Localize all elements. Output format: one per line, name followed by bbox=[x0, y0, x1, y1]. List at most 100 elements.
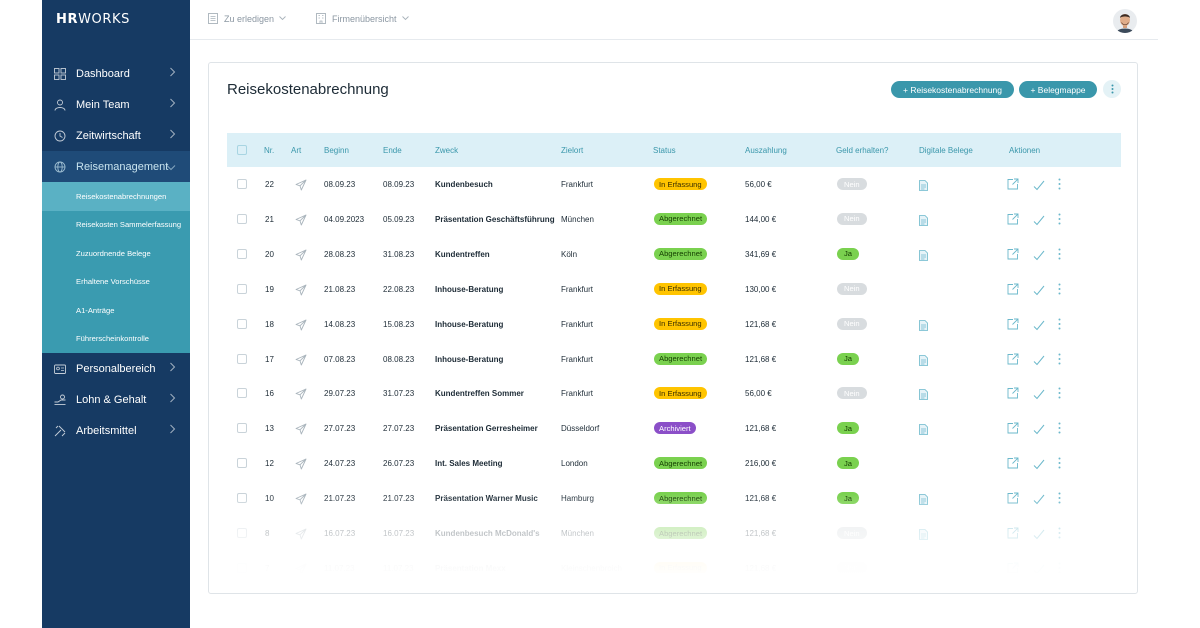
table-row[interactable]: 8 16.07.23 16.07.23 Kundenbesuch McDonald's… bbox=[227, 516, 1121, 551]
row-checkbox[interactable] bbox=[237, 388, 247, 399]
nav-item-reisemanagement[interactable]: Reisemanagement bbox=[42, 151, 190, 182]
row-checkbox[interactable] bbox=[237, 423, 247, 434]
edit-external-icon[interactable] bbox=[1007, 317, 1019, 335]
document-icon[interactable] bbox=[919, 318, 928, 336]
edit-external-icon[interactable] bbox=[1007, 386, 1019, 404]
edit-external-icon[interactable] bbox=[1007, 212, 1019, 230]
approve-check-icon[interactable] bbox=[1033, 562, 1045, 573]
sub-item-fuehrerscheinkontrolle[interactable]: Führerscheinkontrolle bbox=[76, 334, 150, 344]
approve-check-icon[interactable] bbox=[1033, 318, 1045, 336]
approve-check-icon[interactable] bbox=[1033, 492, 1045, 510]
row-more-icon[interactable] bbox=[1058, 212, 1061, 230]
row-more-icon[interactable] bbox=[1058, 456, 1061, 474]
col-status[interactable]: Status bbox=[653, 146, 676, 155]
document-icon[interactable] bbox=[919, 492, 928, 510]
row-checkbox[interactable] bbox=[237, 318, 247, 329]
row-more-icon[interactable] bbox=[1058, 421, 1061, 439]
approve-check-icon[interactable] bbox=[1033, 527, 1045, 545]
col-zweck[interactable]: Zweck bbox=[435, 146, 459, 155]
document-icon[interactable] bbox=[919, 527, 928, 545]
table-row[interactable]: 7 11.07.23 11.07.23 Präsentation Mexx Kleins… bbox=[227, 551, 1121, 573]
table-row[interactable]: 19 21.08.23 22.08.23 Inhouse-Beratung Frankf… bbox=[227, 272, 1121, 307]
document-icon[interactable] bbox=[919, 422, 928, 440]
row-checkbox[interactable] bbox=[237, 248, 247, 259]
table-row[interactable]: 10 21.07.23 21.07.23 Präsentation Warner Mu… bbox=[227, 481, 1121, 516]
user-avatar[interactable] bbox=[1113, 9, 1137, 33]
col-beginn[interactable]: Beginn bbox=[324, 146, 349, 155]
approve-check-icon[interactable] bbox=[1033, 248, 1045, 266]
col-digitale-belege[interactable]: Digitale Belege bbox=[919, 146, 973, 155]
table-row[interactable]: 21 04.09.2023 05.09.23 Präsentation Geschäf… bbox=[227, 202, 1121, 237]
hrworks-logo[interactable]: HRWORKS bbox=[56, 12, 130, 27]
add-receipt-folder-button[interactable]: + Belegmappe bbox=[1019, 81, 1097, 98]
row-checkbox[interactable] bbox=[237, 528, 247, 538]
table-row[interactable]: 12 24.07.23 26.07.23 Int. Sales Meeting Lond… bbox=[227, 446, 1121, 481]
table-row[interactable]: 16 29.07.23 31.07.23 Kundentreffen Sommer Fr… bbox=[227, 376, 1121, 411]
row-checkbox[interactable] bbox=[237, 213, 247, 224]
row-more-icon[interactable] bbox=[1058, 526, 1061, 544]
row-checkbox[interactable] bbox=[237, 353, 247, 364]
row-more-icon[interactable] bbox=[1058, 282, 1061, 300]
approve-check-icon[interactable] bbox=[1033, 387, 1045, 405]
sub-item-reisekostenabrechnungen[interactable]: Reisekostenabrechnungen bbox=[42, 182, 190, 211]
col-auszahlung[interactable]: Auszahlung bbox=[745, 146, 787, 155]
row-more-icon[interactable] bbox=[1058, 352, 1061, 370]
approve-check-icon[interactable] bbox=[1033, 283, 1045, 301]
sub-item-zuzuordnende-belege[interactable]: Zuzuordnende Belege bbox=[76, 248, 151, 258]
table-row[interactable]: 20 28.08.23 31.08.23 Kundentreffen Köln Abger… bbox=[227, 237, 1121, 272]
document-icon[interactable] bbox=[919, 353, 928, 371]
nav-item-arbeitsmittel[interactable]: Arbeitsmittel bbox=[42, 415, 190, 446]
row-more-icon[interactable] bbox=[1058, 491, 1061, 509]
table-row[interactable]: 13 27.07.23 27.07.23 Präsentation Gerreshei… bbox=[227, 411, 1121, 446]
approve-check-icon[interactable] bbox=[1033, 422, 1045, 440]
nav-item-dashboard[interactable]: Dashboard bbox=[42, 58, 190, 89]
edit-external-icon[interactable] bbox=[1007, 456, 1019, 474]
add-expense-report-button[interactable]: + Reisekostenabrechnung bbox=[891, 81, 1014, 98]
select-all-checkbox[interactable] bbox=[237, 145, 247, 155]
row-more-icon[interactable] bbox=[1058, 561, 1061, 573]
row-more-icon[interactable] bbox=[1058, 177, 1061, 195]
nav-item-mein-team[interactable]: Mein Team bbox=[42, 89, 190, 120]
col-zielort[interactable]: Zielort bbox=[561, 146, 584, 155]
approve-check-icon[interactable] bbox=[1033, 178, 1045, 196]
row-more-icon[interactable] bbox=[1058, 386, 1061, 404]
row-more-icon[interactable] bbox=[1058, 317, 1061, 335]
edit-external-icon[interactable] bbox=[1007, 561, 1019, 573]
edit-external-icon[interactable] bbox=[1007, 526, 1019, 544]
approve-check-icon[interactable] bbox=[1033, 213, 1045, 231]
document-icon[interactable] bbox=[919, 213, 928, 231]
row-checkbox[interactable] bbox=[237, 179, 247, 189]
nav-item-zeitwirtschaft[interactable]: Zeitwirtschaft bbox=[42, 120, 190, 151]
sub-item-a1-antraege[interactable]: A1-Anträge bbox=[76, 305, 115, 315]
sub-item-erhaltene-vorschuesse[interactable]: Erhaltene Vorschüsse bbox=[76, 277, 150, 287]
sub-item-sammelerfassung[interactable]: Reisekosten Sammelerfassung bbox=[76, 220, 182, 230]
col-art[interactable]: Art bbox=[291, 146, 302, 155]
table-row[interactable]: 22 08.09.23 08.09.23 Kundenbesuch Frankfurt I… bbox=[227, 167, 1121, 202]
more-options-button[interactable] bbox=[1103, 80, 1121, 98]
todo-dropdown[interactable]: Zu erledigen bbox=[208, 13, 292, 24]
edit-external-icon[interactable] bbox=[1007, 352, 1019, 370]
row-checkbox[interactable] bbox=[237, 562, 247, 573]
approve-check-icon[interactable] bbox=[1033, 457, 1045, 475]
row-checkbox[interactable] bbox=[237, 458, 247, 469]
col-nr[interactable]: Nr. bbox=[264, 146, 275, 155]
table-row[interactable]: 18 14.08.23 15.08.23 Inhouse-Beratung Frankf… bbox=[227, 307, 1121, 342]
edit-external-icon[interactable] bbox=[1007, 177, 1019, 195]
row-checkbox[interactable] bbox=[237, 283, 247, 294]
approve-check-icon[interactable] bbox=[1033, 353, 1045, 371]
document-icon[interactable] bbox=[919, 387, 928, 405]
nav-item-personalbereich[interactable]: Personalbereich bbox=[42, 353, 190, 384]
document-icon[interactable] bbox=[919, 178, 928, 196]
row-checkbox[interactable] bbox=[237, 493, 247, 504]
row-more-icon[interactable] bbox=[1058, 247, 1061, 265]
col-ende[interactable]: Ende bbox=[383, 146, 402, 155]
company-overview-dropdown[interactable]: Firmenübersicht bbox=[316, 13, 415, 24]
table-row[interactable]: 17 07.08.23 08.08.23 Inhouse-Beratung Frankf… bbox=[227, 342, 1121, 377]
edit-external-icon[interactable] bbox=[1007, 421, 1019, 439]
edit-external-icon[interactable] bbox=[1007, 247, 1019, 265]
edit-external-icon[interactable] bbox=[1007, 491, 1019, 509]
col-geld-erhalten[interactable]: Geld erhalten? bbox=[836, 146, 889, 155]
document-icon[interactable] bbox=[919, 248, 928, 266]
nav-item-lohn-gehalt[interactable]: Lohn & Gehalt bbox=[42, 384, 190, 415]
edit-external-icon[interactable] bbox=[1007, 282, 1019, 300]
